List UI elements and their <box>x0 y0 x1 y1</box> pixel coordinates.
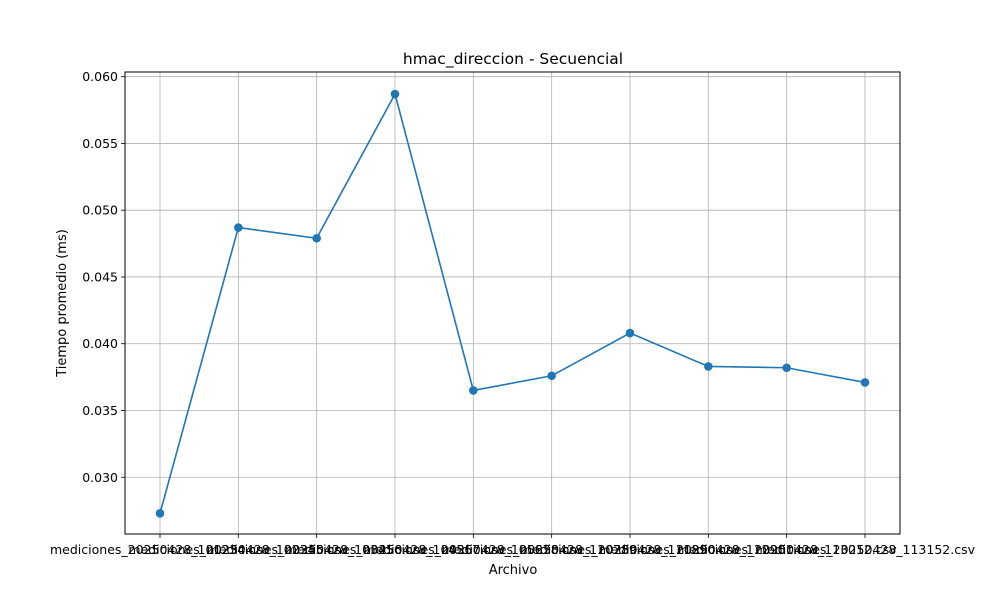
data-point <box>312 233 321 243</box>
x-tick-label: mediciones_20250428_111890.csv <box>520 542 741 557</box>
series-line <box>159 91 866 514</box>
x-tick-label: mediciones_20250428_105678.csv <box>363 542 584 557</box>
x-axis-label: Archivo <box>489 563 538 578</box>
y-tick-label: 0.035 <box>82 403 118 418</box>
data-point <box>469 386 478 395</box>
y-tick-label: 0.040 <box>82 336 118 351</box>
grid-lines <box>125 72 900 534</box>
y-tick-label: 0.030 <box>82 470 118 485</box>
data-point <box>547 371 556 381</box>
chart-title: hmac_direccion - Secuencial <box>403 50 623 69</box>
y-axis-label: Tiempo promedio (ms) <box>55 229 70 378</box>
x-tick-label: mediciones_20250428_103456.csv <box>207 542 428 557</box>
x-tick-label: mediciones_20250428_113152.csv <box>755 542 976 557</box>
x-tick-label: mediciones_20250428_101234.csv <box>50 542 271 557</box>
data-point <box>390 89 400 99</box>
x-tick-label: mediciones_20250428_104567.csv <box>285 542 506 557</box>
x-axis-ticks: mediciones_20250428_101234.csvmediciones… <box>50 534 976 557</box>
plot-frame <box>124 71 901 535</box>
y-tick-label: 0.060 <box>82 69 118 84</box>
data-point <box>625 328 635 338</box>
y-axis-ticks: 0.030 0.035 0.040 0.045 0.050 0.055 0.060 <box>82 69 125 485</box>
x-tick-label: mediciones_20250428_110789.csv <box>442 542 663 557</box>
y-tick-label: 0.045 <box>82 269 118 284</box>
data-point <box>155 509 165 518</box>
y-tick-label: 0.050 <box>82 203 118 218</box>
y-tick-label: 0.055 <box>82 136 118 151</box>
x-tick-label: mediciones_20250428_112901.csv <box>598 542 819 557</box>
x-tick-label: mediciones_20250428_113012.csv <box>677 542 898 557</box>
x-tick-label: mediciones_20250428_102345.csv <box>128 542 349 557</box>
data-point <box>704 362 713 371</box>
data-point <box>234 223 243 232</box>
plot-area <box>155 89 870 518</box>
data-point <box>860 378 870 387</box>
data-point <box>782 363 791 373</box>
